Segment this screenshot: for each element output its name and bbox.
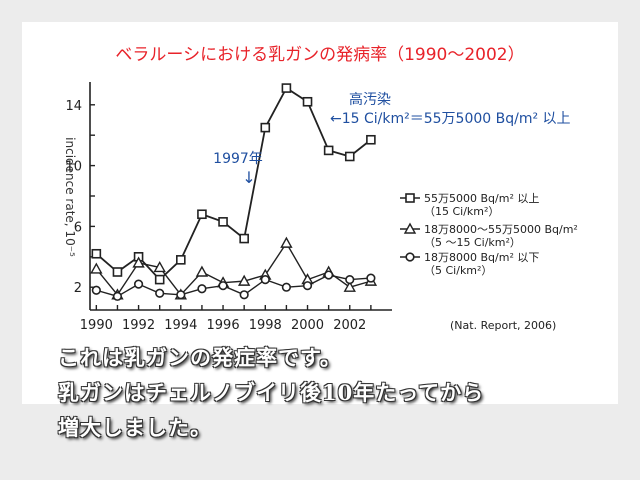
- annotation-high-contamination-detail: ←15 Ci/km²＝55万5000 Bq/m² 以上: [330, 111, 571, 127]
- data-point-series-3: [260, 275, 270, 285]
- data-point-series-3: [112, 291, 123, 301]
- slide: ベラルーシにおける乳ガンの発病率（1990〜2002） incidence ra…: [22, 22, 618, 404]
- data-point-series-1: [323, 145, 334, 156]
- y-axis-label: incidence rate, 10⁻⁵: [63, 137, 77, 257]
- data-point-series-1: [239, 233, 249, 244]
- data-point-series-3: [345, 275, 355, 285]
- x-tick-label: 1996: [207, 318, 240, 333]
- data-point-series-1: [260, 122, 271, 133]
- legend-label-2: 18万8000〜55万5000 Bq/m²: [424, 223, 578, 236]
- x-tick-label: 2000: [291, 318, 324, 333]
- x-tick-label: 1998: [249, 318, 282, 333]
- annotation-1997-arrow: ↓: [242, 168, 255, 187]
- data-point-series-2: [195, 265, 209, 277]
- data-point-series-2: [237, 274, 251, 286]
- data-point-series-3: [366, 273, 376, 283]
- y-tick-label: 6: [74, 220, 82, 235]
- legend-label-3: 18万8000 Bq/m² 以下: [424, 251, 539, 264]
- legend-label-1: 55万5000 Bq/m² 以上: [424, 192, 539, 205]
- data-point-series-2: [153, 260, 166, 273]
- caption-line-2: 乳ガンはチェルノブイリ後10年たってから: [58, 380, 485, 405]
- y-ticks: 2 6 10 14: [65, 99, 95, 296]
- legend-sublabel-2: （5 〜15 Ci/km²）: [424, 236, 521, 249]
- y-tick-label: 14: [65, 99, 82, 114]
- data-point-series-1: [197, 209, 207, 220]
- series-layer: [90, 83, 378, 301]
- data-point-series-1: [281, 83, 292, 93]
- data-point-series-1: [344, 151, 355, 162]
- legend-sublabel-1: （15 Ci/km²）: [424, 205, 499, 218]
- data-point-series-3: [239, 290, 249, 300]
- y-tick-label: 10: [65, 160, 82, 175]
- data-point-series-3: [133, 279, 144, 289]
- data-point-series-1: [366, 134, 376, 145]
- data-point-series-2: [343, 280, 356, 292]
- legend-marker-3: [405, 252, 415, 262]
- caption-line-3: 増大しました。: [58, 415, 212, 440]
- data-point-series-3: [218, 281, 228, 291]
- legend-marker-2: [403, 222, 417, 234]
- data-point-series-3: [281, 282, 292, 292]
- legend-sublabel-3: （5 Ci/km²）: [424, 264, 492, 277]
- data-point-series-2: [132, 256, 145, 268]
- data-point-series-1: [112, 267, 123, 277]
- chart-title: ベラルーシにおける乳ガンの発病率（1990〜2002）: [115, 45, 524, 65]
- data-point-series-1: [91, 248, 102, 259]
- data-point-series-1: [218, 217, 228, 227]
- data-point-series-1: [154, 274, 165, 285]
- data-point-series-2: [90, 262, 103, 274]
- data-point-series-3: [91, 285, 101, 295]
- x-ticks: 1990 1992 1994 1996 1998 2000 2002: [80, 305, 372, 333]
- data-point-series-3: [197, 284, 207, 294]
- data-point-series-3: [155, 288, 165, 298]
- x-tick-label: 1992: [122, 318, 155, 333]
- x-tick-label: 1990: [80, 318, 113, 333]
- data-point-series-1: [302, 96, 313, 107]
- data-point-series-3: [176, 290, 186, 300]
- legend-marker-1: [405, 193, 415, 203]
- data-point-series-2: [280, 236, 293, 248]
- caption-line-1: これは乳ガンの発症率です。: [58, 345, 342, 370]
- y-tick-label: 2: [74, 281, 82, 296]
- annotation-high-contamination: 高汚染: [349, 91, 391, 108]
- data-point-series-3: [302, 281, 313, 291]
- legend: 55万5000 Bq/m² 以上（15 Ci/km²） 18万8000〜55万50…: [400, 192, 578, 277]
- annotation-1997: 1997年: [213, 151, 263, 167]
- x-tick-label: 2002: [333, 318, 366, 333]
- data-point-series-3: [324, 270, 334, 280]
- source-note: (Nat. Report, 2006): [450, 319, 556, 332]
- x-tick-label: 1994: [164, 318, 197, 333]
- data-point-series-1: [176, 255, 186, 265]
- chart: ベラルーシにおける乳ガンの発病率（1990〜2002） incidence ra…: [63, 45, 578, 333]
